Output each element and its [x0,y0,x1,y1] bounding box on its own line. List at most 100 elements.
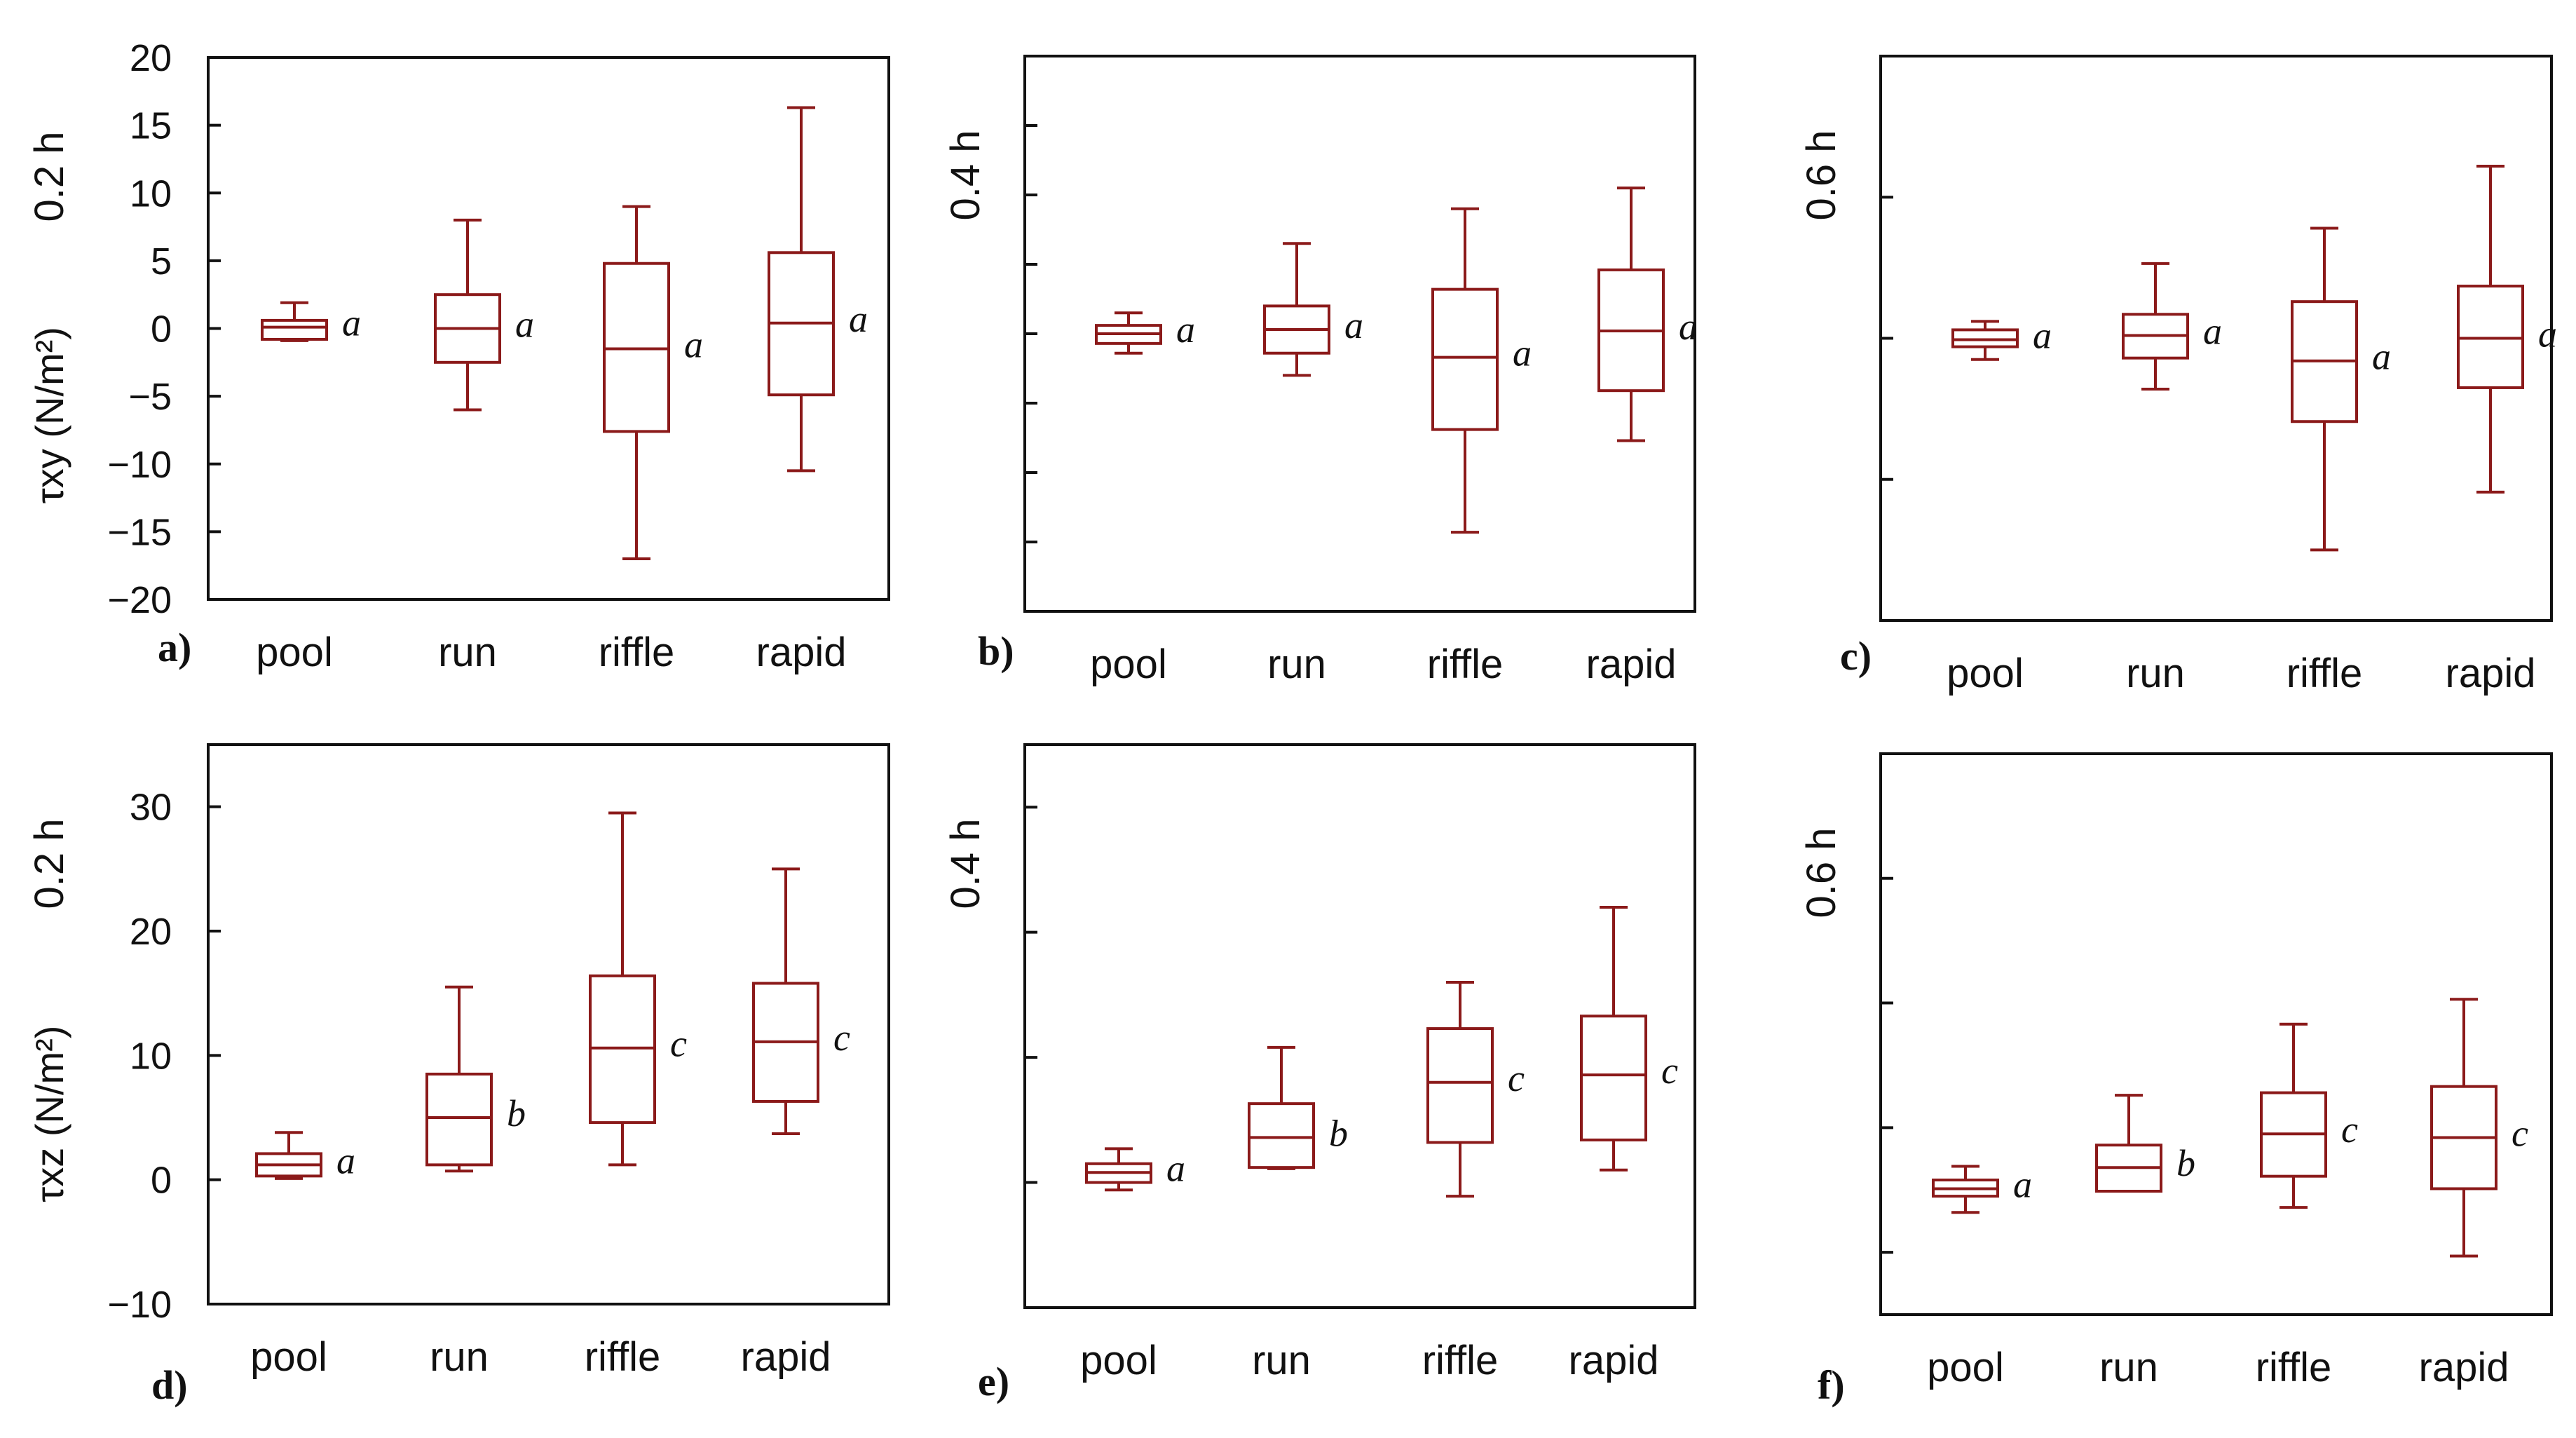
group-letter: a [2372,336,2391,378]
box-run: b [1248,1045,1348,1170]
group-letter: a [342,302,361,344]
y-tick-label: 10 [130,172,172,215]
panel-label: b) [978,628,1014,674]
box-run: b [425,985,526,1173]
group-letter: a [2033,315,2052,357]
iqr-box [1431,287,1499,431]
box-pool: a [261,301,361,344]
box-pool: a [1932,1163,2032,1214]
category-label: rapid [756,630,847,675]
group-letter: a [1176,308,1195,351]
panel-label: f) [1818,1362,1845,1408]
box-run: a [434,218,534,412]
panel-label: e) [978,1359,1009,1404]
box-riffle: c [2260,1022,2358,1209]
category-label: pool [1080,1338,1157,1383]
group-letter: a [849,298,868,340]
iqr-box [261,318,328,341]
group-letter: c [2512,1113,2528,1155]
iqr-box [1951,328,2019,348]
y-tick-label: −5 [128,376,172,418]
y-axis-label: τxy (N/m²) [27,327,71,503]
iqr-box [1248,1102,1315,1169]
category-label: pool [256,630,333,675]
plot-frame [1879,752,2553,1316]
y-tick-label: 0 [151,308,172,351]
y-tick-label: −10 [107,1284,172,1326]
panel-f: a pool b run c riffle c rapid f) 0.6 h [1799,752,2553,1408]
category-label: run [2099,1345,2158,1390]
box-riffle: c [1426,981,1525,1198]
box-pool: a [1095,308,1195,355]
group-letter: b [507,1092,526,1134]
box-riffle: a [2291,226,2391,552]
group-letter: a [1344,304,1363,346]
group-letter: b [1329,1112,1348,1154]
y-tick-label: 10 [130,1035,172,1077]
y-tick-label: −20 [107,579,172,621]
y-tick-label: 5 [151,240,172,283]
category-label: run [2126,651,2185,696]
y-tick-label: 0 [151,1160,172,1202]
category-label: run [430,1334,489,1380]
group-letter: c [670,1023,687,1065]
box-rapid: a [2457,164,2557,494]
box-rapid: a [768,106,868,473]
category-label: pool [1090,642,1167,687]
category-label: riffle [1427,642,1504,687]
category-label: rapid [2446,651,2536,696]
depth-label: 0.2 h [27,132,72,222]
category-label: pool [1947,651,2024,696]
group-letter: c [2341,1108,2358,1151]
box-rapid: a [1597,186,1698,442]
box-run: a [1263,242,1363,377]
category-label: pool [1927,1345,2004,1390]
box-rapid: c [1580,905,1678,1172]
y-tick-label: 15 [130,105,172,147]
category-label: riffle [585,1334,661,1380]
group-letter: b [2176,1142,2195,1184]
iqr-box [425,1072,493,1167]
iqr-box [1580,1015,1647,1141]
box-rapid: c [752,867,850,1136]
depth-label: 0.2 h [27,819,72,909]
category-label: pool [250,1334,327,1380]
category-label: riffle [2256,1345,2332,1390]
category-label: run [1252,1338,1311,1383]
panel-d: −10 0 10 20 30 a pool b run c riffle c rapid d) 0.2 h τ… [27,743,890,1408]
group-letter: c [833,1017,850,1059]
group-letter: a [1679,306,1698,348]
panel-b: a pool a run a riffle a rapid b) 0.4 h [943,55,1698,687]
panel-a: −20 −15 −10 −5 0 5 10 15 20 a pool a run a riffle a rapi… [27,37,890,675]
box-rapid: c [2430,998,2528,1258]
iqr-box [2457,285,2524,389]
y-tick-label: 20 [130,911,172,953]
category-label: rapid [1569,1338,1659,1383]
box-riffle: a [1431,207,1532,534]
group-letter: c [1661,1050,1678,1092]
depth-label: 0.4 h [943,819,988,909]
box-pool: a [1085,1147,1185,1192]
panel-label: c) [1840,633,1872,679]
panel-c: a pool a run a riffle a rapid c) 0.6 h [1799,55,2557,696]
y-axis-label: τxz (N/m²) [27,1026,71,1202]
box-run: a [2122,262,2222,391]
group-letter: a [1513,332,1532,374]
group-letter: a [2013,1163,2032,1205]
category-label: rapid [2419,1345,2509,1390]
group-letter: a [336,1139,355,1181]
box-riffle: c [589,811,687,1167]
box-run: b [2095,1094,2195,1193]
y-tick-label: −10 [107,444,172,486]
group-letter: a [684,323,703,365]
category-label: run [1267,642,1326,687]
box-pool: a [255,1131,355,1181]
y-tick-label: 20 [130,37,172,79]
plot-frame [207,743,890,1305]
y-tick-label: −15 [107,511,172,553]
iqr-box [1426,1027,1494,1144]
group-letter: a [1166,1147,1185,1189]
group-letter: a [2538,313,2557,355]
category-label: rapid [741,1334,831,1380]
category-label: riffle [599,630,675,675]
